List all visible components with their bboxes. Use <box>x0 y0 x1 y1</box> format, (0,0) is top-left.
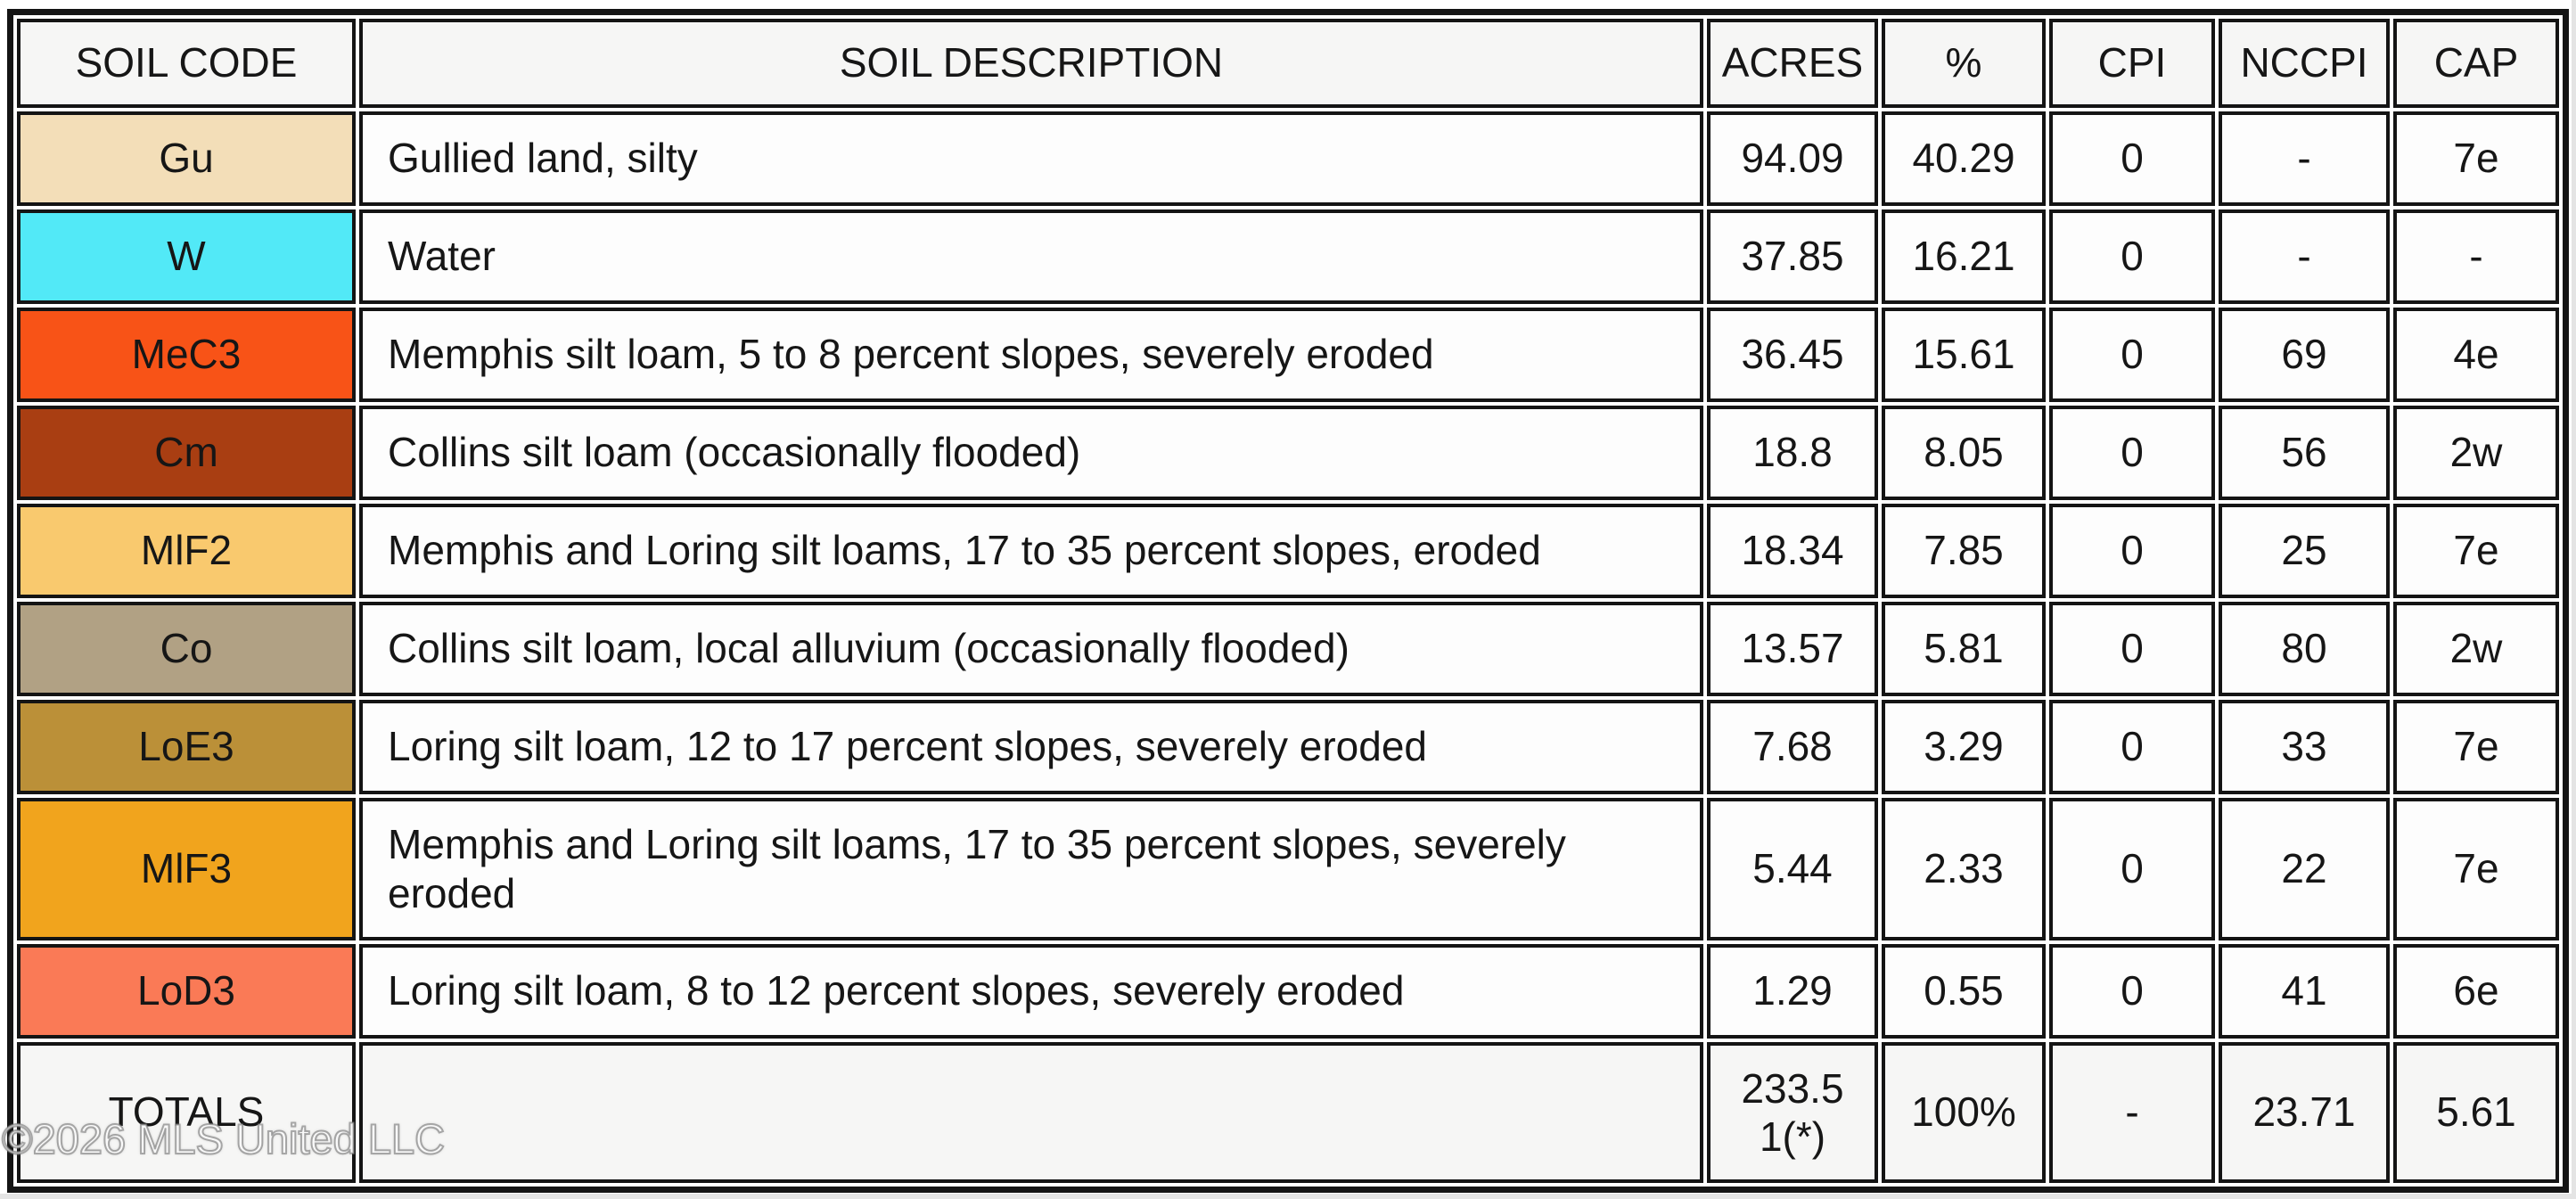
cap-cell: 7e <box>2393 798 2559 940</box>
totals-row: TOTALS 233.51(*) 100% - 23.71 5.61 <box>17 1042 2559 1183</box>
table-row: MlF2 Memphis and Loring silt loams, 17 t… <box>17 504 2559 598</box>
totals-label: TOTALS <box>17 1042 356 1183</box>
soil-description-cell: Gullied land, silty <box>359 111 1703 206</box>
soil-description-cell: Memphis silt loam, 5 to 8 percent slopes… <box>359 308 1703 402</box>
table-row: LoE3 Loring silt loam, 12 to 17 percent … <box>17 700 2559 794</box>
soil-description-cell: Memphis and Loring silt loams, 17 to 35 … <box>359 504 1703 598</box>
soil-code-swatch-cell: Co <box>17 602 356 696</box>
header-soil-description: SOIL DESCRIPTION <box>359 19 1703 108</box>
soil-code-swatch-cell: LoD3 <box>17 944 356 1039</box>
totals-description <box>359 1042 1703 1183</box>
cpi-cell: 0 <box>2049 406 2215 500</box>
totals-cpi: - <box>2049 1042 2215 1183</box>
totals-nccpi: 23.71 <box>2219 1042 2390 1183</box>
soil-description-cell: Collins silt loam (occasionally flooded) <box>359 406 1703 500</box>
cap-cell: 7e <box>2393 700 2559 794</box>
nccpi-cell: 41 <box>2219 944 2390 1039</box>
acres-cell: 13.57 <box>1707 602 1878 696</box>
copyright-watermark: ©2026 MLS United LLC <box>1 1114 446 1163</box>
table-row: LoD3 Loring silt loam, 8 to 12 percent s… <box>17 944 2559 1039</box>
cap-cell: 2w <box>2393 602 2559 696</box>
nccpi-cell: 80 <box>2219 602 2390 696</box>
acres-cell: 7.68 <box>1707 700 1878 794</box>
percent-cell: 0.55 <box>1882 944 2046 1039</box>
acres-cell: 36.45 <box>1707 308 1878 402</box>
cpi-cell: 0 <box>2049 308 2215 402</box>
percent-cell: 8.05 <box>1882 406 2046 500</box>
header-soil-code: SOIL CODE <box>17 19 356 108</box>
nccpi-cell: 69 <box>2219 308 2390 402</box>
cpi-cell: 0 <box>2049 944 2215 1039</box>
acres-cell: 94.09 <box>1707 111 1878 206</box>
cap-cell: 4e <box>2393 308 2559 402</box>
cpi-cell: 0 <box>2049 504 2215 598</box>
acres-cell: 18.34 <box>1707 504 1878 598</box>
header-acres: ACRES <box>1707 19 1878 108</box>
totals-cap: 5.61 <box>2393 1042 2559 1183</box>
soil-code-swatch-cell: MlF3 <box>17 798 356 940</box>
cpi-cell: 0 <box>2049 700 2215 794</box>
cap-cell: 2w <box>2393 406 2559 500</box>
acres-cell: 1.29 <box>1707 944 1878 1039</box>
percent-cell: 2.33 <box>1882 798 2046 940</box>
table-row: Gu Gullied land, silty 94.09 40.29 0 - 7… <box>17 111 2559 206</box>
header-nccpi: NCCPI <box>2219 19 2390 108</box>
cpi-cell: 0 <box>2049 111 2215 206</box>
table-row: Co Collins silt loam, local alluvium (oc… <box>17 602 2559 696</box>
totals-acres: 233.51(*) <box>1707 1042 1878 1183</box>
cpi-cell: 0 <box>2049 798 2215 940</box>
table-footer: TOTALS 233.51(*) 100% - 23.71 5.61 <box>17 1042 2559 1183</box>
soil-code-swatch-cell: MeC3 <box>17 308 356 402</box>
cap-cell: 7e <box>2393 111 2559 206</box>
nccpi-cell: 25 <box>2219 504 2390 598</box>
header-percent: % <box>1882 19 2046 108</box>
nccpi-cell: - <box>2219 111 2390 206</box>
percent-cell: 40.29 <box>1882 111 2046 206</box>
soil-legend-table: SOIL CODE SOIL DESCRIPTION ACRES % CPI N… <box>7 9 2569 1193</box>
soil-description-cell: Water <box>359 209 1703 304</box>
nccpi-cell: 56 <box>2219 406 2390 500</box>
percent-cell: 5.81 <box>1882 602 2046 696</box>
soil-description-cell: Memphis and Loring silt loams, 17 to 35 … <box>359 798 1703 940</box>
percent-cell: 3.29 <box>1882 700 2046 794</box>
table-header: SOIL CODE SOIL DESCRIPTION ACRES % CPI N… <box>17 19 2559 108</box>
soil-code-swatch-cell: W <box>17 209 356 304</box>
soil-description-cell: Loring silt loam, 12 to 17 percent slope… <box>359 700 1703 794</box>
header-cap: CAP <box>2393 19 2559 108</box>
cap-cell: 6e <box>2393 944 2559 1039</box>
table-body: Gu Gullied land, silty 94.09 40.29 0 - 7… <box>17 111 2559 1039</box>
acres-cell: 37.85 <box>1707 209 1878 304</box>
percent-cell: 7.85 <box>1882 504 2046 598</box>
acres-cell: 5.44 <box>1707 798 1878 940</box>
table-row: W Water 37.85 16.21 0 - - <box>17 209 2559 304</box>
totals-acres-value: 233.51(*) <box>1741 1064 1844 1160</box>
nccpi-cell: - <box>2219 209 2390 304</box>
soil-description-cell: Loring silt loam, 8 to 12 percent slopes… <box>359 944 1703 1039</box>
table-row: MlF3 Memphis and Loring silt loams, 17 t… <box>17 798 2559 940</box>
cpi-cell: 0 <box>2049 602 2215 696</box>
cap-cell: 7e <box>2393 504 2559 598</box>
header-cpi: CPI <box>2049 19 2215 108</box>
acres-cell: 18.8 <box>1707 406 1878 500</box>
cpi-cell: 0 <box>2049 209 2215 304</box>
percent-cell: 16.21 <box>1882 209 2046 304</box>
percent-cell: 15.61 <box>1882 308 2046 402</box>
soil-code-swatch-cell: MlF2 <box>17 504 356 598</box>
totals-percent: 100% <box>1882 1042 2046 1183</box>
cap-cell: - <box>2393 209 2559 304</box>
header-row: SOIL CODE SOIL DESCRIPTION ACRES % CPI N… <box>17 19 2559 108</box>
nccpi-cell: 22 <box>2219 798 2390 940</box>
soil-code-swatch-cell: Gu <box>17 111 356 206</box>
table-row: MeC3 Memphis silt loam, 5 to 8 percent s… <box>17 308 2559 402</box>
table-row: Cm Collins silt loam (occasionally flood… <box>17 406 2559 500</box>
soil-code-swatch-cell: Cm <box>17 406 356 500</box>
nccpi-cell: 33 <box>2219 700 2390 794</box>
soil-code-swatch-cell: LoE3 <box>17 700 356 794</box>
soil-description-cell: Collins silt loam, local alluvium (occas… <box>359 602 1703 696</box>
